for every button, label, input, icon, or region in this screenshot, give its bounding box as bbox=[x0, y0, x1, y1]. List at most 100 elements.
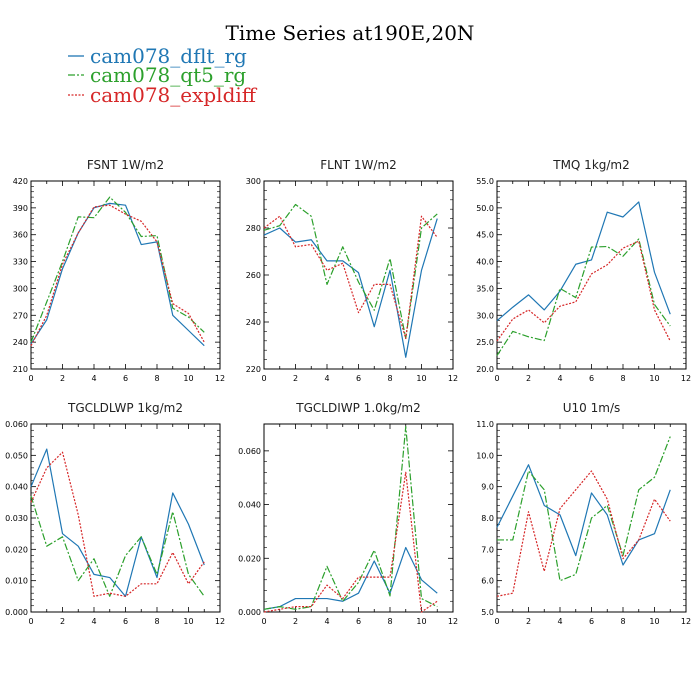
panel-1-xtick-label: 10 bbox=[183, 374, 193, 383]
panel-6-xtick-label: 0 bbox=[494, 617, 499, 626]
panel-6-xtick-label: 6 bbox=[589, 617, 594, 626]
panel-2-title: FLNT 1W/m2 bbox=[320, 158, 397, 172]
panel-1-ytick-label: 420 bbox=[13, 177, 28, 186]
panel-6-series-expldiff bbox=[496, 470, 671, 597]
panel-5-series-dflt bbox=[263, 546, 438, 610]
panel-3-series-expldiff bbox=[496, 240, 671, 342]
panel-2-ytick-label: 300 bbox=[246, 177, 261, 186]
panel-5-frame bbox=[263, 423, 454, 613]
panel-4-ytick-label: 0.020 bbox=[5, 545, 28, 554]
panel-1-xtick-label: 0 bbox=[28, 374, 33, 383]
panel-3-ytick-label: 25.0 bbox=[476, 338, 494, 347]
panel-2: FLNT 1W/m2 0 2 4 6 8 10 12 220 240 260 280 300 bbox=[246, 158, 458, 383]
panel-1-ytick-label: 240 bbox=[13, 338, 28, 347]
panel-6-ytick-label: 9.0 bbox=[481, 483, 494, 492]
panel-3-ytick-label: 20.0 bbox=[476, 365, 494, 374]
panel-6-series-qt5 bbox=[497, 436, 671, 582]
panel-1-ytick-label: 300 bbox=[13, 284, 28, 293]
panel-2-xtick-label: 2 bbox=[293, 374, 298, 383]
panel-5-xtick-label: 4 bbox=[324, 617, 329, 626]
panel-4-xtick-label: 8 bbox=[154, 617, 159, 626]
panel-4-series-expldiff bbox=[30, 451, 205, 597]
panel-6-ytick-label: 6.0 bbox=[481, 577, 494, 586]
panel-4-title: TGCLDLWP 1kg/m2 bbox=[67, 401, 183, 415]
panel-3-ytick-label: 35.0 bbox=[476, 284, 494, 293]
panel-2-series-qt5 bbox=[263, 203, 438, 340]
panels: FSNT 1W/m20 2 4 6 8 10 12210240270300330360390… bbox=[5, 158, 691, 626]
panel-3-frame bbox=[496, 180, 687, 370]
panel-3-series-qt5 bbox=[496, 238, 671, 356]
panel-1-xtick-label: 12 bbox=[215, 374, 225, 383]
panel-4-ytick-label: 0.030 bbox=[5, 514, 28, 523]
panel-6-ytick-label: 11.0 bbox=[476, 420, 494, 429]
panel-1-xtick-label: 4 bbox=[91, 374, 96, 383]
panel-4-xtick-label: 12 bbox=[215, 617, 225, 626]
panel-3-xtick-label: 12 bbox=[681, 374, 691, 383]
panel-6: U10 1m/s 0 2 4 6 8 10 12 5.0 6.0 7.0 8.0 9.0 10.0 11.0 bbox=[476, 401, 691, 626]
panel-4-xtick-label: 6 bbox=[123, 617, 128, 626]
panel-2-xtick-label: 8 bbox=[387, 374, 392, 383]
panel-4-series-dflt bbox=[30, 448, 205, 597]
panel-5-title: TGCLDIWP 1.0kg/m2 bbox=[295, 401, 420, 415]
panel-2-xtick-label: 6 bbox=[356, 374, 361, 383]
panel-6-xtick-label: 10 bbox=[649, 617, 659, 626]
panel-3-xtick-label: 0 bbox=[494, 374, 499, 383]
panel-1-xtick-label: 8 bbox=[154, 374, 159, 383]
panel-4-ytick-label: 0.010 bbox=[5, 577, 28, 586]
panel-3-xtick-label: 8 bbox=[620, 374, 625, 383]
panel-1-xtick-label: 2 bbox=[60, 374, 65, 383]
panel-1-xtick-label: 6 bbox=[123, 374, 128, 383]
legend: cam078_dflt_rg cam078_qt5_rg cam078_expl… bbox=[68, 44, 258, 107]
panel-3-ytick-label: 45.0 bbox=[476, 231, 494, 240]
panel-2-xtick-label: 12 bbox=[448, 374, 458, 383]
panel-5-xtick-label: 6 bbox=[356, 617, 361, 626]
panel-3-ytick-label: 50.0 bbox=[476, 204, 494, 213]
legend-label-expldiff: cam078_expldiff bbox=[90, 83, 258, 107]
panel-4-ytick-label: 0.000 bbox=[5, 608, 28, 617]
panel-6-ytick-label: 8.0 bbox=[481, 514, 494, 523]
panel-2-xtick-label: 0 bbox=[261, 374, 266, 383]
panel-3-title: TMQ 1kg/m2 bbox=[552, 158, 630, 172]
panel-5-xtick-label: 12 bbox=[448, 617, 458, 626]
panel-1-series-expldiff bbox=[30, 204, 205, 346]
panel-3-series-dflt bbox=[496, 201, 671, 322]
panel-5: TGCLDIWP 1.0kg/m2 0 2 4 6 8 10 12 0.000 0.020 0.04… bbox=[238, 401, 458, 626]
panel-2-ytick-label: 240 bbox=[246, 318, 261, 327]
legend-item-expldiff: cam078_expldiff bbox=[68, 83, 258, 107]
panel-5-ytick-label: 0.020 bbox=[238, 554, 261, 563]
panel-1: FSNT 1W/m2 0 2 4 6 8 10 12 210 240 270 300 330 360 390… bbox=[13, 158, 225, 383]
panel-3-ytick-label: 55.0 bbox=[476, 177, 494, 186]
panel-2-series-expldiff bbox=[263, 215, 438, 340]
panel-5-ytick-label: 0.000 bbox=[238, 608, 261, 617]
panel-5-xtick-label: 2 bbox=[293, 617, 298, 626]
panel-4-ytick-label: 0.050 bbox=[5, 451, 28, 460]
legend-label-qt5: cam078_qt5_rg bbox=[90, 63, 246, 87]
panel-3-xtick-label: 2 bbox=[526, 374, 531, 383]
panel-1-series-dflt bbox=[30, 202, 205, 347]
legend-item-qt5: cam078_qt5_rg bbox=[68, 63, 246, 87]
panel-3-xtick-label: 6 bbox=[589, 374, 594, 383]
panel-2-xtick-label: 4 bbox=[324, 374, 329, 383]
panel-2-frame bbox=[263, 180, 454, 370]
panel-6-xtick-label: 8 bbox=[620, 617, 625, 626]
panel-4-series-qt5 bbox=[30, 495, 205, 597]
panel-5-xtick-label: 8 bbox=[387, 617, 392, 626]
panel-4-ytick-label: 0.040 bbox=[5, 483, 28, 492]
panel-5-ytick-label: 0.040 bbox=[238, 501, 261, 510]
panel-2-xtick-label: 10 bbox=[416, 374, 426, 383]
panel-1-ytick-label: 270 bbox=[13, 311, 28, 320]
panel-4: TGCLDLWP 1kg/m2 0 2 4 6 8 10 12 0.000 0.010 0.020 0… bbox=[5, 401, 225, 626]
panel-3: TMQ 1kg/m2 0 2 4 6 8 10 12 20.0 25.0 30.0 35.0 40.0 4… bbox=[476, 158, 691, 383]
figure-title: Time Series at190E,20N bbox=[226, 21, 475, 45]
panel-5-xtick-label: 10 bbox=[416, 617, 426, 626]
panel-3-ytick-label: 40.0 bbox=[476, 258, 494, 267]
panel-4-xtick-label: 0 bbox=[28, 617, 33, 626]
panel-2-ytick-label: 260 bbox=[246, 271, 261, 280]
panel-1-title: FSNT 1W/m2 bbox=[87, 158, 164, 172]
panel-6-title: U10 1m/s bbox=[563, 401, 621, 415]
panel-4-xtick-label: 4 bbox=[91, 617, 96, 626]
panel-2-series-dflt bbox=[263, 218, 438, 358]
panel-1-ytick-label: 210 bbox=[13, 365, 28, 374]
panel-4-xtick-label: 2 bbox=[60, 617, 65, 626]
